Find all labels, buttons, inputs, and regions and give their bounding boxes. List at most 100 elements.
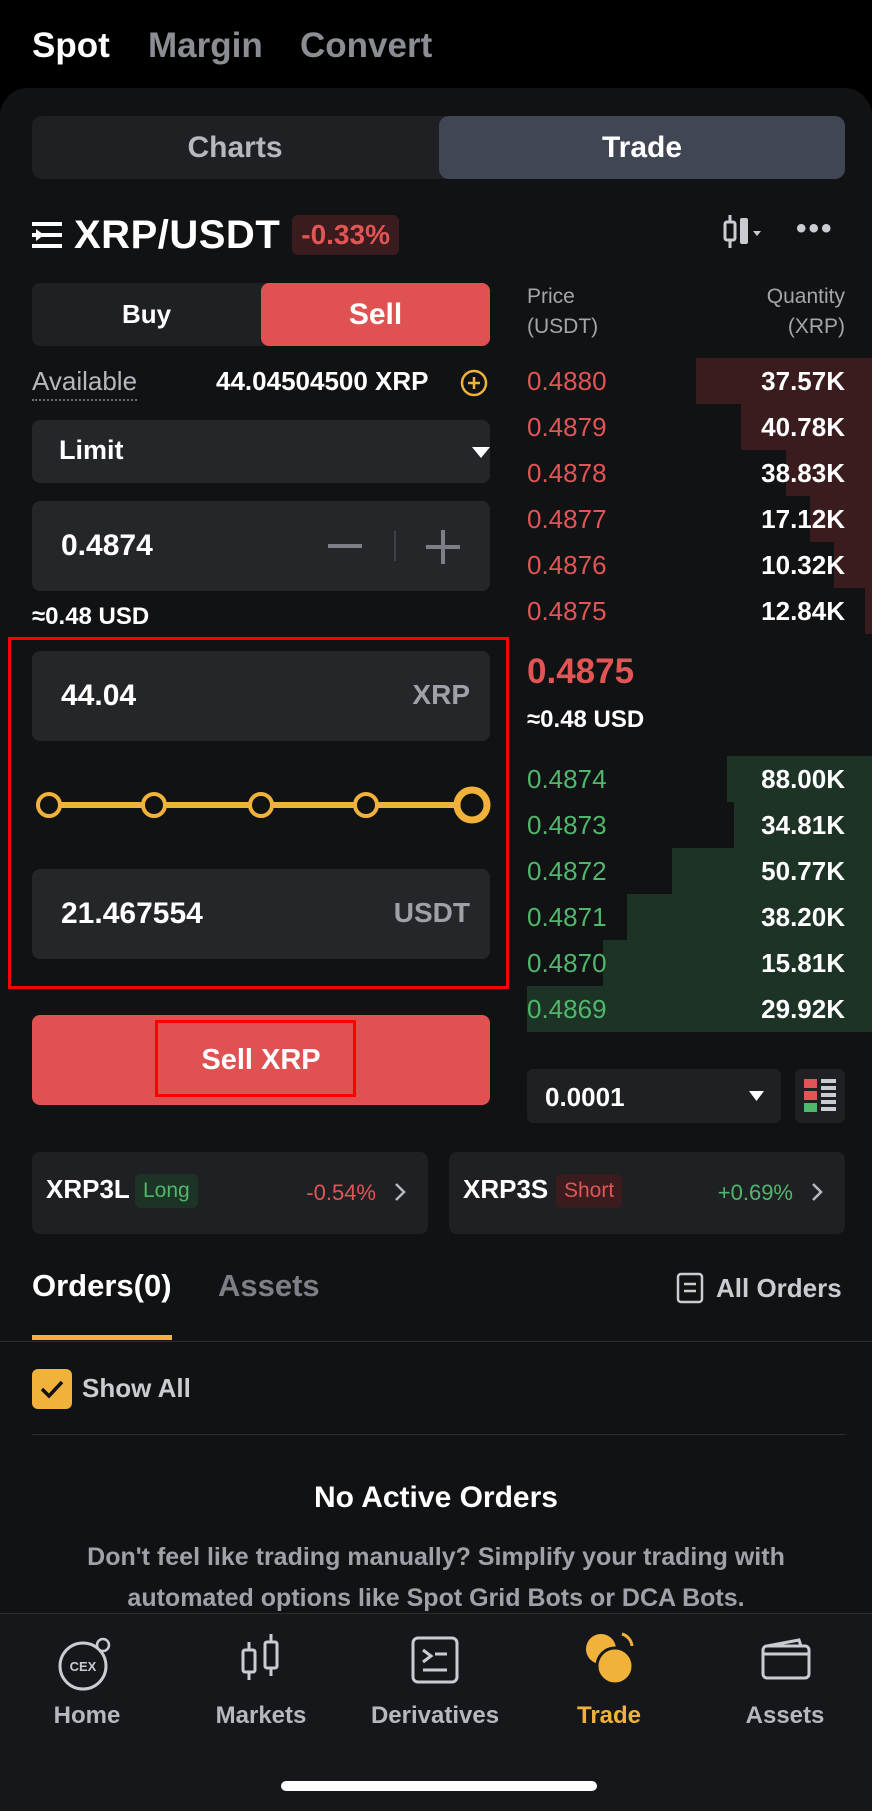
all-orders-label: All Orders (716, 1272, 842, 1303)
available-value: 44.04504500 XRP (216, 366, 429, 396)
bid-row[interactable]: 0.4871 38.20K (527, 894, 872, 940)
show-all-checkbox[interactable] (32, 1369, 72, 1409)
bid-price: 0.4871 (527, 902, 607, 932)
charts-toggle[interactable]: Charts (187, 130, 283, 164)
add-funds-icon[interactable] (460, 369, 488, 397)
bottom-nav: CEX Home Markets Derivatives Trade (0, 1613, 872, 1811)
tab-orders[interactable]: Orders(0) (32, 1268, 172, 1303)
buy-sell-toggle: Buy Sell (32, 283, 490, 346)
orderbook-layout-button[interactable] (795, 1069, 845, 1123)
more-options-icon[interactable]: ••• (796, 212, 834, 245)
amount-slider[interactable] (32, 784, 492, 824)
price-header-unit: (USDT) (527, 315, 599, 338)
nav-trade[interactable]: Trade (522, 1614, 696, 1734)
divider (0, 1341, 872, 1342)
nav-label: Markets (215, 1702, 307, 1729)
nav-home[interactable]: CEX Home (0, 1614, 174, 1734)
bid-depth-bar (527, 986, 872, 1032)
trade-icon (586, 1632, 635, 1686)
nav-markets[interactable]: Markets (174, 1614, 348, 1734)
tab-margin[interactable]: Margin (148, 26, 263, 65)
candlestick-chart-icon[interactable] (722, 212, 764, 252)
price-input[interactable]: 0.4874 (32, 501, 490, 591)
menu-icon (32, 222, 62, 248)
available-label[interactable]: Available (32, 366, 138, 401)
leveraged-token-short[interactable]: XRP3S Short +0.69% (449, 1152, 845, 1234)
amount-input[interactable]: 44.04 XRP (32, 651, 490, 741)
highlight-sell-button (155, 1020, 356, 1097)
ask-quantity: 40.78K (761, 412, 845, 442)
ask-depth-bar (741, 404, 872, 450)
divider (32, 1434, 845, 1435)
ask-row[interactable]: 0.4877 17.12K (527, 496, 872, 542)
total-value: 21.467554 (61, 897, 203, 930)
chevron-right-icon (395, 1183, 406, 1201)
total-unit: USDT (393, 897, 470, 928)
slider-step-25[interactable] (141, 792, 167, 818)
price-header-label: Price (527, 285, 575, 308)
pair-selector[interactable]: XRP/USDT -0.33% (32, 212, 399, 258)
show-all-label: Show All (82, 1373, 191, 1403)
buy-tab[interactable]: Buy (121, 299, 172, 329)
leveraged-token-name: XRP3L (46, 1174, 130, 1204)
ask-depth-bar (696, 358, 872, 404)
chevron-down-icon (749, 1091, 764, 1101)
bid-price: 0.4870 (527, 948, 607, 978)
ask-price: 0.4879 (527, 412, 607, 442)
bid-depth-bar (727, 756, 872, 802)
tab-convert[interactable]: Convert (300, 26, 433, 65)
view-toggle: Charts Trade (32, 116, 845, 179)
candlestick-icon (241, 1634, 279, 1680)
nav-label: Derivatives (370, 1702, 500, 1729)
ask-row[interactable]: 0.4875 12.84K (527, 588, 872, 634)
all-orders-link[interactable]: All Orders (676, 1271, 842, 1305)
slider-step-0[interactable] (36, 792, 62, 818)
ask-row[interactable]: 0.4880 37.57K (527, 358, 872, 404)
orderbook-price-header: Price (USDT) (527, 282, 598, 342)
tab-assets[interactable]: Assets (218, 1268, 320, 1303)
sell-button-label: Sell XRP (201, 1043, 321, 1076)
empty-state-title: No Active Orders (314, 1481, 558, 1514)
increment-icon[interactable] (426, 530, 460, 564)
nav-assets[interactable]: Assets (698, 1614, 872, 1734)
decrement-icon[interactable] (328, 544, 362, 548)
ask-depth-bar (865, 588, 872, 634)
precision-select[interactable]: 0.0001 (527, 1069, 781, 1123)
bid-quantity: 29.92K (761, 994, 845, 1024)
leveraged-token-long[interactable]: XRP3L Long -0.54% (32, 1152, 428, 1234)
qty-header-unit: (XRP) (787, 315, 845, 338)
trade-toggle[interactable]: Trade (439, 116, 845, 179)
sell-tab[interactable]: Sell (261, 283, 490, 346)
order-type-select[interactable]: Limit (32, 420, 490, 483)
bid-row[interactable]: 0.4872 50.77K (527, 848, 872, 894)
tab-spot[interactable]: Spot (32, 26, 110, 65)
bid-price: 0.4873 (527, 810, 607, 840)
ask-price: 0.4878 (527, 458, 607, 488)
total-input[interactable]: 21.467554 USDT (32, 869, 490, 959)
nav-derivatives[interactable]: Derivatives (348, 1614, 522, 1734)
bid-price: 0.4869 (527, 994, 607, 1024)
ask-price: 0.4875 (527, 596, 607, 626)
sell-xrp-button[interactable]: Sell XRP (32, 1015, 490, 1105)
bid-quantity: 88.00K (761, 764, 845, 794)
slider-handle[interactable] (453, 786, 491, 824)
ask-row[interactable]: 0.4879 40.78K (527, 404, 872, 450)
short-badge: Short (556, 1174, 623, 1208)
ask-row[interactable]: 0.4876 10.32K (527, 542, 872, 588)
leveraged-token-change: +0.69% (717, 1180, 793, 1205)
bid-row[interactable]: 0.4874 88.00K (527, 756, 872, 802)
bid-row[interactable]: 0.4869 29.92K (527, 986, 872, 1032)
qty-header-label: Quantity (766, 285, 845, 308)
ask-row[interactable]: 0.4878 38.83K (527, 450, 872, 496)
bid-row[interactable]: 0.4870 15.81K (527, 940, 872, 986)
derivatives-icon (411, 1636, 459, 1684)
slider-step-75[interactable] (353, 792, 379, 818)
slider-step-50[interactable] (248, 792, 274, 818)
checkmark-icon (40, 1380, 64, 1399)
chevron-down-icon (472, 447, 490, 458)
highlight-amount-section (8, 637, 509, 989)
pair-name: XRP/USDT (74, 212, 281, 257)
document-icon (676, 1272, 704, 1304)
bid-row[interactable]: 0.4873 34.81K (527, 802, 872, 848)
cex-icon: CEX (58, 1637, 111, 1691)
